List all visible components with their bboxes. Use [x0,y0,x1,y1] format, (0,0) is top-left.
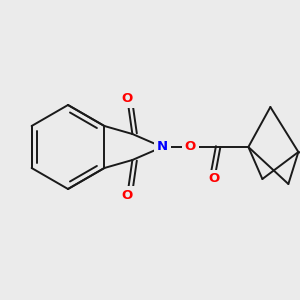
Text: N: N [157,140,168,154]
Text: O: O [122,188,133,202]
Text: O: O [185,140,196,154]
Text: O: O [209,172,220,185]
Text: O: O [122,92,133,106]
